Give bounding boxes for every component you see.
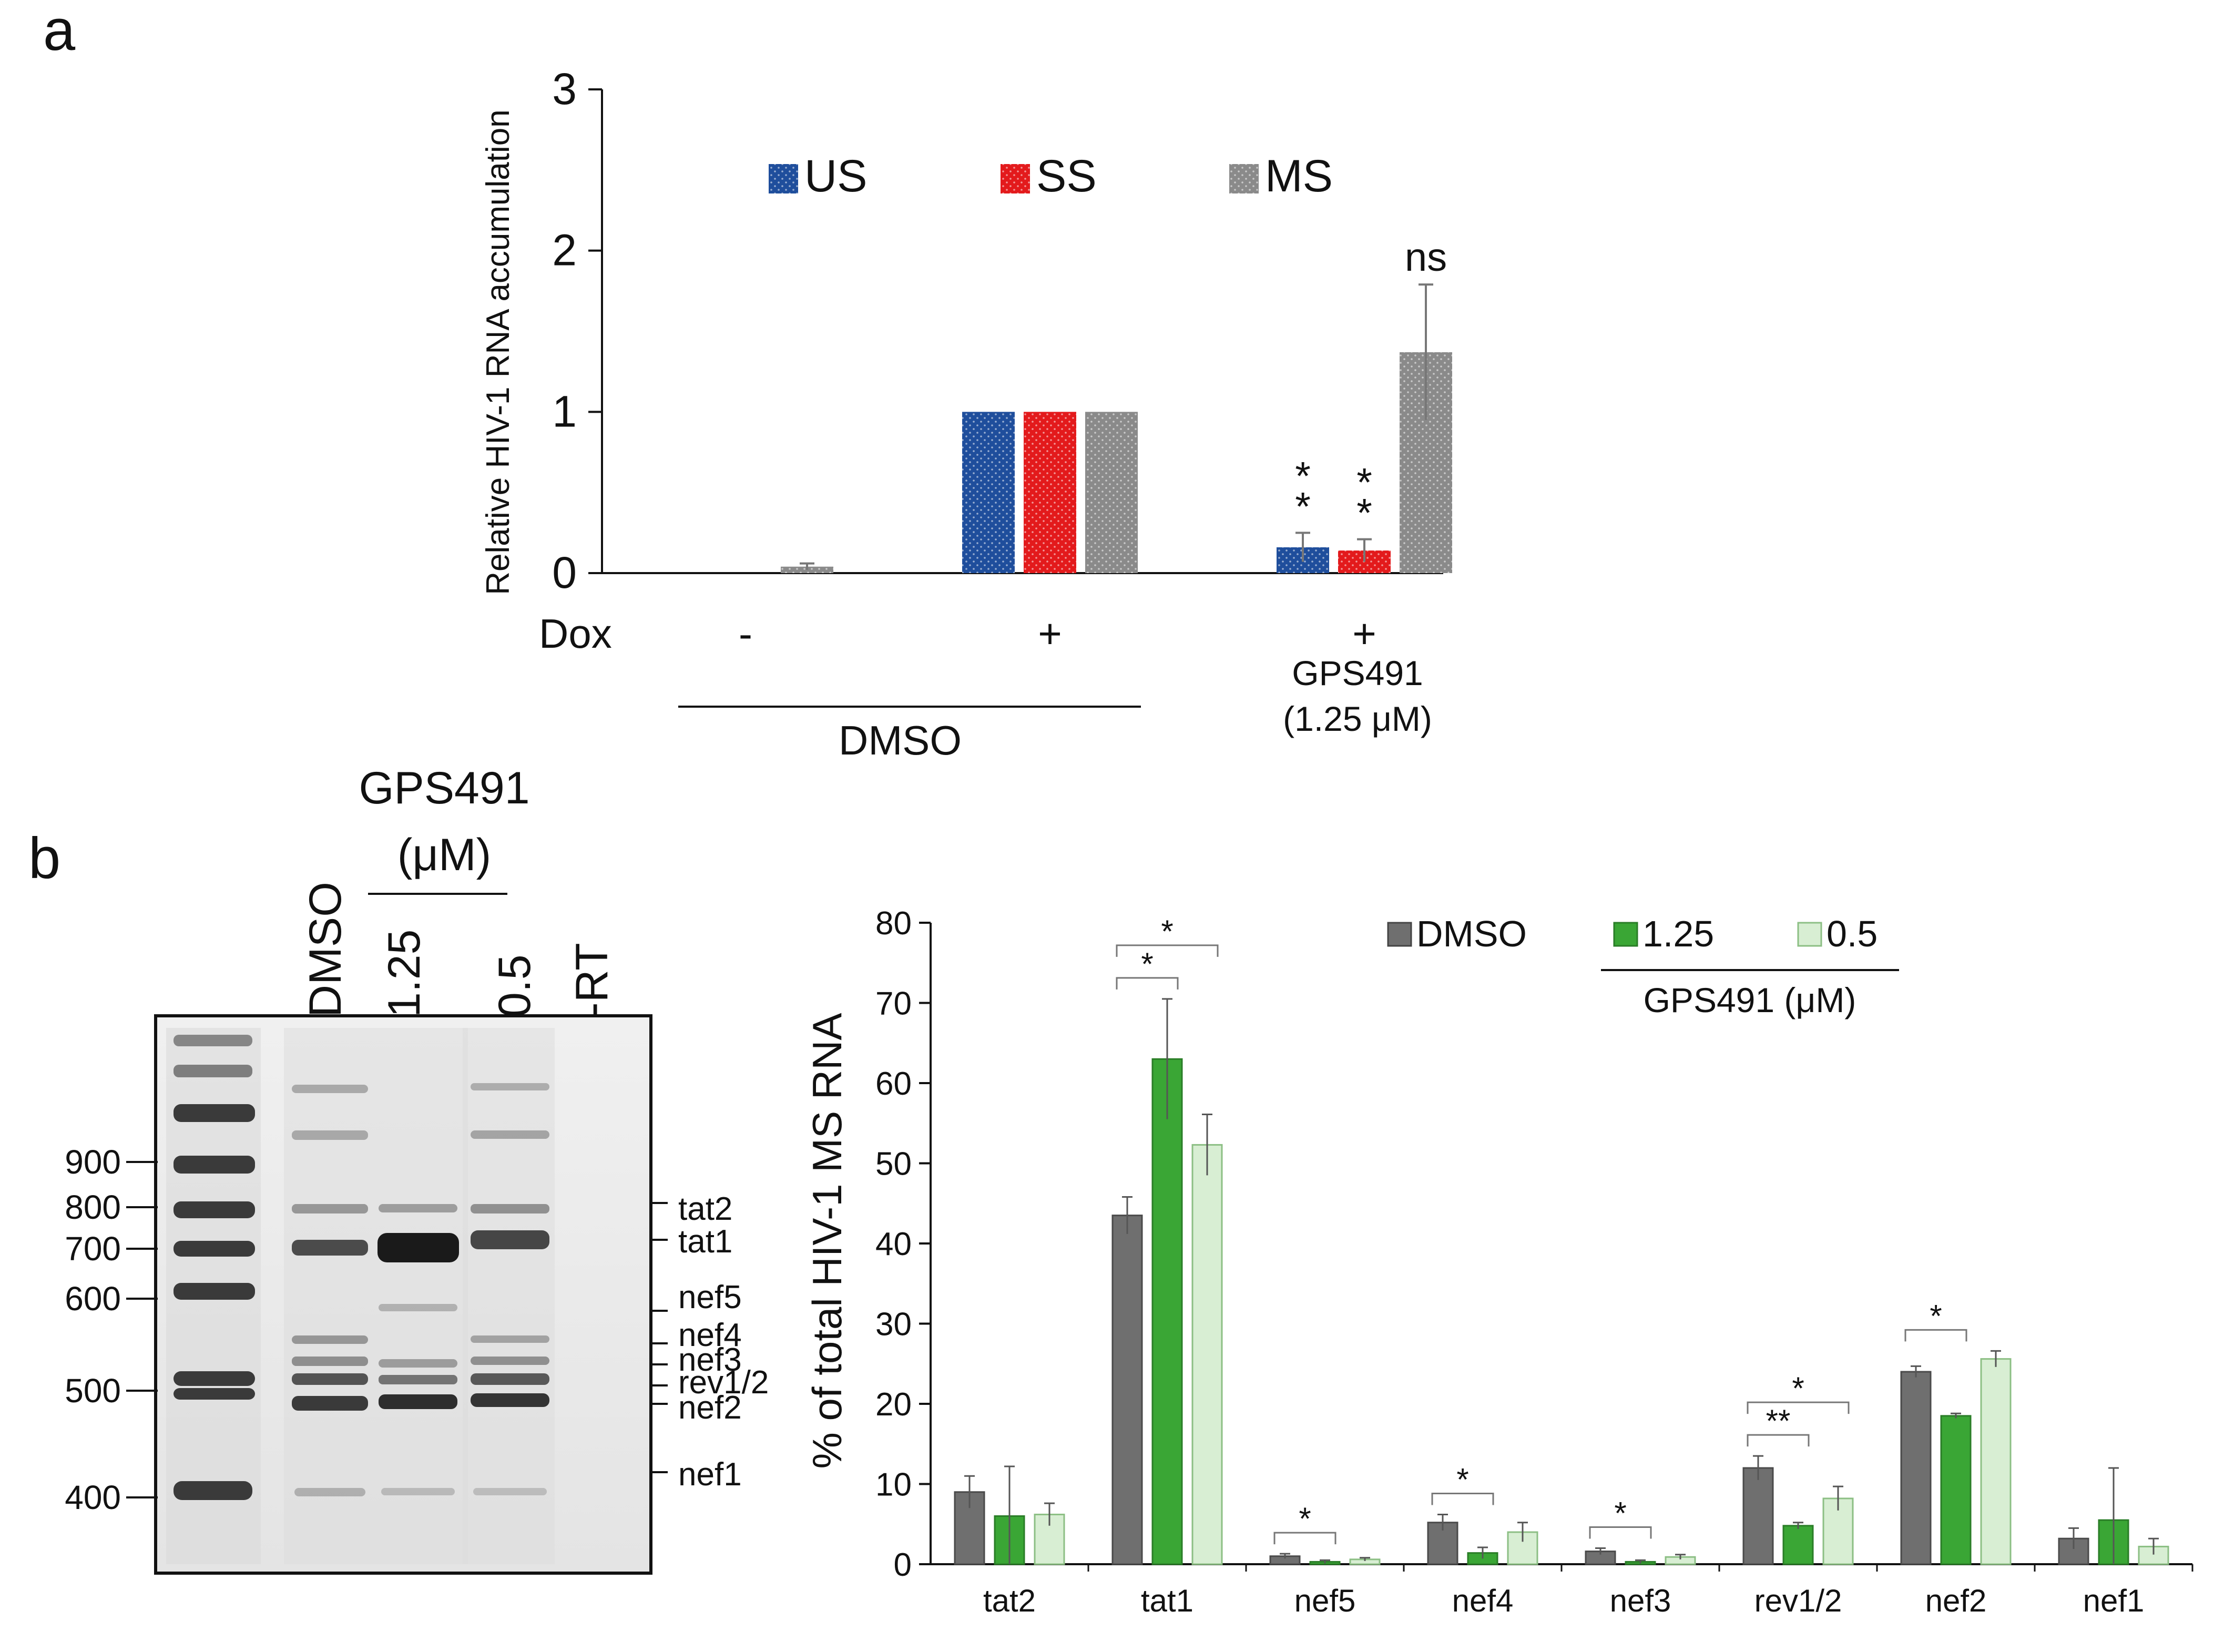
significance-bracket-tat1 bbox=[1116, 977, 1179, 990]
category-label-nef1: nef1 bbox=[2083, 1583, 2145, 1618]
band-label-nef3: nef3 bbox=[678, 1342, 742, 1378]
category-label-nef2: nef2 bbox=[1925, 1583, 1987, 1618]
significance-bracket-rev1-2 bbox=[1747, 1401, 1850, 1414]
panel-b-y-tick-label: 10 bbox=[875, 1467, 912, 1503]
category-label-nef4: nef4 bbox=[1452, 1583, 1514, 1618]
panel-a-label: a bbox=[43, 0, 76, 63]
band-label-nef5: nef5 bbox=[678, 1279, 742, 1316]
marker-label-900: 900 bbox=[65, 1143, 121, 1181]
legend-group-label: GPS491 (μM) bbox=[1644, 981, 1856, 1019]
significance-label-rev1-2: ** bbox=[1766, 1403, 1791, 1439]
significance-bracket-nef2 bbox=[1904, 1329, 1967, 1342]
panel-b-y-tick-label: 70 bbox=[875, 986, 912, 1022]
significance-ss: * bbox=[1356, 491, 1372, 536]
bar-1-25-rev1-2 bbox=[1782, 1525, 1814, 1565]
bar-dmso-tat1 bbox=[1111, 1215, 1143, 1565]
category-label-nef5: nef5 bbox=[1294, 1583, 1356, 1618]
bar-0-5-nef2 bbox=[1980, 1358, 2012, 1565]
dmso-group-label: DMSO bbox=[839, 717, 962, 763]
bar-0-5-tat1 bbox=[1191, 1144, 1223, 1565]
panel-b-y-tick-label: 0 bbox=[894, 1547, 912, 1583]
significance-label-tat1: * bbox=[1161, 914, 1173, 949]
panel-b-label: b bbox=[28, 826, 60, 891]
panel-a-legend: US SS MS bbox=[769, 151, 1333, 201]
bar-dmso-rev1-2 bbox=[1742, 1467, 1774, 1565]
panel-b-y-tick-label: 80 bbox=[875, 905, 912, 942]
legend-swatch-dmso bbox=[1387, 922, 1412, 947]
gel-header-line1: GPS491 bbox=[359, 763, 529, 813]
dox-value-1: - bbox=[739, 610, 752, 657]
gel-image bbox=[154, 1014, 652, 1575]
marker-label-700: 700 bbox=[65, 1230, 121, 1268]
panel-a-y-tick-label: 1 bbox=[552, 386, 577, 436]
significance-label-nef3: * bbox=[1614, 1496, 1626, 1531]
gel-lane-minus-rt: -RT bbox=[567, 943, 617, 1017]
significance-label-nef2: * bbox=[1930, 1298, 1942, 1333]
panel-b-legend: DMSO 1.25 0.5 GPS491 (μM) bbox=[1387, 913, 1899, 1019]
significance-bracket-nef5 bbox=[1273, 1532, 1336, 1545]
legend-label-1-25: 1.25 bbox=[1642, 913, 1714, 954]
panel-b-y-tick-label: 20 bbox=[875, 1386, 912, 1423]
panel-b-y-tick-label: 30 bbox=[875, 1307, 912, 1343]
category-label-tat2: tat2 bbox=[983, 1583, 1036, 1618]
panel-b-y-tick-label: 40 bbox=[875, 1226, 912, 1262]
legend-swatch-1-25 bbox=[1613, 922, 1638, 947]
bar-1-25-nef2 bbox=[1940, 1415, 1972, 1565]
dox-label: Dox bbox=[539, 610, 612, 657]
marker-label-600: 600 bbox=[65, 1280, 121, 1318]
legend-label-us: US bbox=[804, 151, 867, 201]
panel-b-chart: 0 10 20 30 40 50 60 70 80 tat2 tat1 nef5 nef4 nef3 rev… bbox=[875, 905, 2193, 1618]
significance-label-rev1-2: * bbox=[1792, 1371, 1804, 1406]
legend-label-ss: SS bbox=[1036, 151, 1097, 201]
category-label-nef3: nef3 bbox=[1610, 1583, 1671, 1618]
bar-dmso-nef2 bbox=[1900, 1371, 1932, 1565]
treatment-label-line1: GPS491 bbox=[1292, 654, 1423, 692]
panel-b-y-tick-label: 60 bbox=[875, 1066, 912, 1102]
significance-label-tat1: * bbox=[1141, 946, 1153, 982]
marker-label-800: 800 bbox=[65, 1188, 121, 1226]
significance-bracket-rev1-2 bbox=[1747, 1434, 1810, 1447]
band-label-nef2: nef2 bbox=[678, 1390, 742, 1426]
band-label-rev1-2: rev1/2 bbox=[678, 1364, 769, 1401]
gel-lane-dmso: DMSO bbox=[300, 882, 351, 1017]
band-label-tat1: tat1 bbox=[678, 1223, 732, 1260]
panel-b-ylabel: % of total HIV-1 MS RNA bbox=[804, 1013, 850, 1469]
treatment-label-line2: (1.25 μM) bbox=[1283, 699, 1432, 738]
dox-value-2: + bbox=[1038, 610, 1062, 657]
legend-label-0-5: 0.5 bbox=[1827, 913, 1878, 954]
bar-1-25-tat1 bbox=[1151, 1058, 1183, 1565]
significance-us: * bbox=[1295, 454, 1311, 498]
marker-label-500: 500 bbox=[65, 1372, 121, 1410]
legend-label-dmso: DMSO bbox=[1416, 913, 1527, 954]
panel-a-ylabel: Relative HIV-1 RNA accumulation bbox=[480, 109, 516, 595]
significance-ss: * bbox=[1356, 461, 1372, 505]
significance-us: * bbox=[1295, 484, 1311, 529]
band-label-nef1: nef1 bbox=[678, 1456, 742, 1493]
significance-bracket-tat1 bbox=[1116, 944, 1219, 957]
significance-label-nef5: * bbox=[1299, 1501, 1311, 1536]
significance-label-nef4: * bbox=[1456, 1462, 1468, 1497]
legend-label-ms: MS bbox=[1265, 151, 1333, 201]
marker-label-400: 400 bbox=[65, 1478, 121, 1516]
dox-value-3: + bbox=[1352, 610, 1376, 657]
gel-lane-1-25: 1.25 bbox=[379, 930, 430, 1017]
category-label-tat1: tat1 bbox=[1141, 1583, 1193, 1618]
band-label-nef4: nef4 bbox=[678, 1317, 742, 1353]
panel-b-y-tick-label: 50 bbox=[875, 1146, 912, 1182]
panel-a-y-tick-label: 0 bbox=[552, 548, 577, 597]
band-label-tat2: tat2 bbox=[678, 1191, 732, 1227]
gel-size-markers: 900 800 700 600 500 400 bbox=[65, 1143, 158, 1516]
significance-ms: ns bbox=[1405, 235, 1447, 280]
panel-a-y-tick-label: 3 bbox=[552, 64, 577, 114]
panel-a-y-tick-label: 2 bbox=[552, 226, 577, 275]
category-label-rev1-2: rev1/2 bbox=[1754, 1583, 1842, 1618]
significance-bracket-nef4 bbox=[1431, 1492, 1494, 1505]
legend-swatch-0-5 bbox=[1797, 922, 1822, 947]
significance-bracket-nef3 bbox=[1589, 1526, 1652, 1539]
gel-header-line2: (μM) bbox=[397, 830, 491, 880]
gel-lane-0-5: 0.5 bbox=[489, 954, 540, 1017]
